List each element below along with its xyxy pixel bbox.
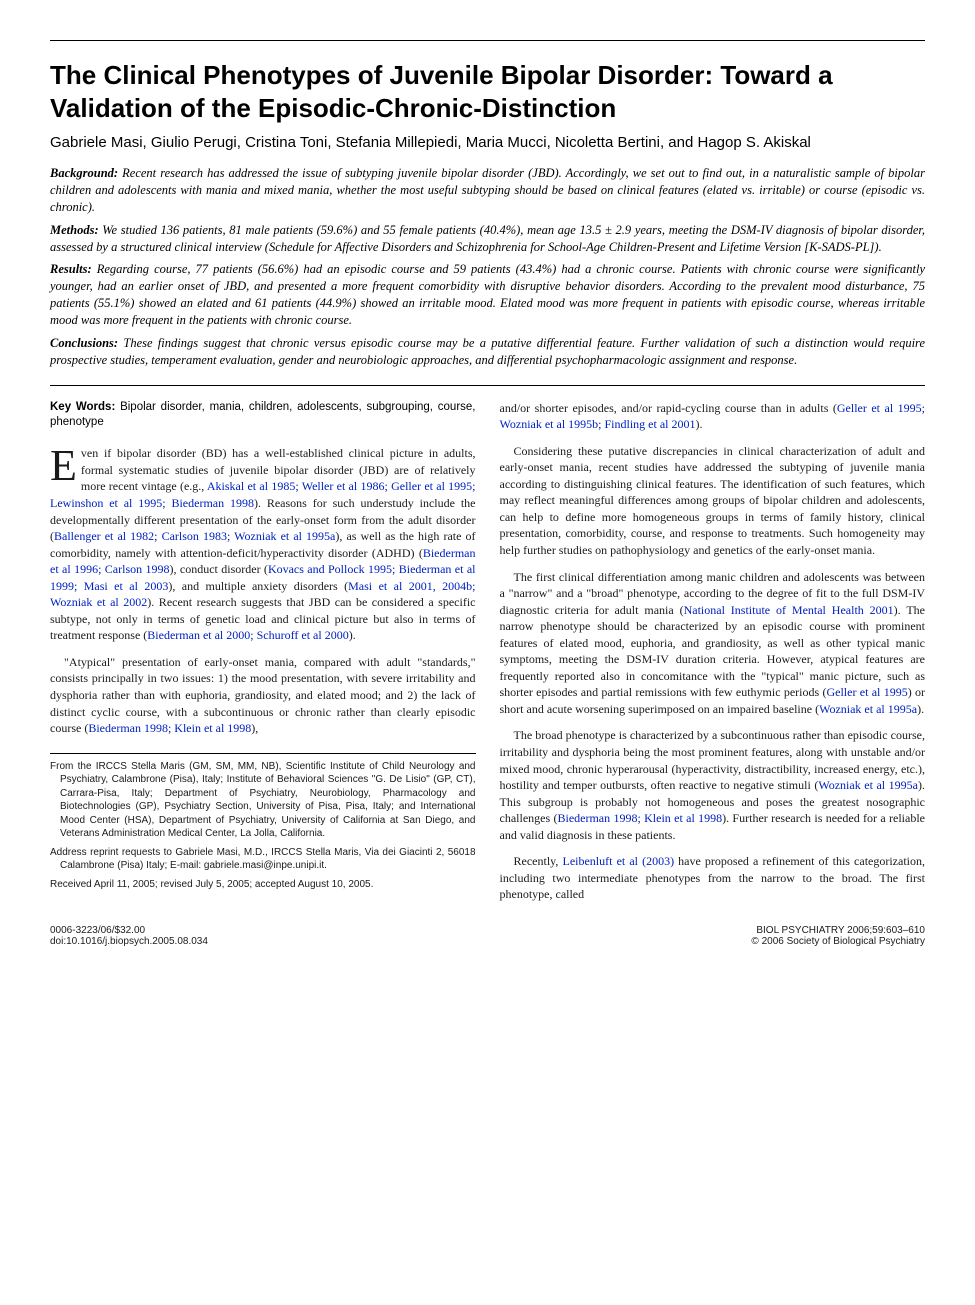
abstract-methods: Methods: We studied 136 patients, 81 mal… [50, 222, 925, 256]
page-footer: 0006-3223/06/$32.00 doi:10.1016/j.biopsy… [50, 925, 925, 947]
methods-label: Methods: [50, 223, 99, 237]
article-title: The Clinical Phenotypes of Juvenile Bipo… [50, 59, 925, 124]
p1-text-d: ), conduct disorder ( [170, 562, 268, 576]
p1-text-g: ). [349, 628, 356, 642]
col2-paragraph-2: Considering these putative discrepancies… [500, 443, 926, 559]
abstract-background: Background: Recent research has addresse… [50, 165, 925, 216]
right-column: and/or shorter episodes, and/or rapid-cy… [500, 400, 926, 913]
reprint-footnote: Address reprint requests to Gabriele Mas… [50, 846, 476, 873]
citation-link[interactable]: Biederman 1998; Klein et al 1998 [88, 721, 251, 735]
results-label: Results: [50, 262, 92, 276]
intro-paragraph-1: Even if bipolar disorder (BD) has a well… [50, 445, 476, 644]
footer-right: BIOL PSYCHIATRY 2006;59:603–610 © 2006 S… [751, 925, 925, 947]
intro-paragraph-2: "Atypical" presentation of early-onset m… [50, 654, 476, 737]
footer-left: 0006-3223/06/$32.00 doi:10.1016/j.biopsy… [50, 925, 208, 947]
col2-paragraph-1: and/or shorter episodes, and/or rapid-cy… [500, 400, 926, 433]
conclusions-label: Conclusions: [50, 336, 118, 350]
affiliation-footnote: From the IRCCS Stella Maris (GM, SM, MM,… [50, 760, 476, 841]
abstract-conclusions: Conclusions: These findings suggest that… [50, 335, 925, 369]
keywords-line: Key Words: Bipolar disorder, mania, chil… [50, 400, 476, 432]
background-text: Recent research has addressed the issue … [50, 166, 925, 214]
c2p5-text-a: Recently, [514, 854, 563, 868]
col2-paragraph-3: The first clinical differentiation among… [500, 569, 926, 718]
c2p3-text-d: ). [917, 702, 924, 716]
conclusions-text: These findings suggest that chronic vers… [50, 336, 925, 367]
two-column-body: Key Words: Bipolar disorder, mania, chil… [50, 400, 925, 913]
citation-link[interactable]: Biederman 1998; Klein et al 1998 [557, 811, 722, 825]
citation-link[interactable]: Geller et al 1995 [826, 685, 907, 699]
citation-link[interactable]: Leibenluft et al (2003) [562, 854, 674, 868]
doi: doi:10.1016/j.biopsych.2005.08.034 [50, 936, 208, 947]
c2p1-text-b: ). [696, 417, 703, 431]
results-text: Regarding course, 77 patients (56.6%) ha… [50, 262, 925, 327]
citation-link[interactable]: Wozniak et al 1995a [818, 778, 918, 792]
methods-text: We studied 136 patients, 81 male patient… [50, 223, 925, 254]
col2-paragraph-4: The broad phenotype is characterized by … [500, 727, 926, 843]
p1-text-e: ), and multiple anxiety disorders ( [168, 579, 348, 593]
col2-paragraph-5: Recently, Leibenluft et al (2003) have p… [500, 853, 926, 903]
c2p1-text-a: and/or shorter episodes, and/or rapid-cy… [500, 401, 837, 415]
citation-link[interactable]: National Institute of Mental Health 2001 [684, 603, 894, 617]
dropcap-letter: E [50, 445, 81, 484]
mid-horizontal-rule [50, 385, 925, 386]
abstract-results: Results: Regarding course, 77 patients (… [50, 261, 925, 329]
issn-price: 0006-3223/06/$32.00 [50, 925, 208, 936]
journal-citation: BIOL PSYCHIATRY 2006;59:603–610 [751, 925, 925, 936]
received-footnote: Received April 11, 2005; revised July 5,… [50, 878, 476, 892]
citation-link[interactable]: Ballenger et al 1982; Carlson 1983; Wozn… [54, 529, 335, 543]
top-horizontal-rule [50, 40, 925, 41]
keywords-label: Key Words: [50, 401, 115, 413]
copyright: © 2006 Society of Biological Psychiatry [751, 936, 925, 947]
background-label: Background: [50, 166, 118, 180]
authors-line: Gabriele Masi, Giulio Perugi, Cristina T… [50, 134, 925, 151]
citation-link[interactable]: Biederman et al 2000; Schuroff et al 200… [147, 628, 348, 642]
abstract-block: Background: Recent research has addresse… [50, 165, 925, 369]
p2-text-b: ), [251, 721, 258, 735]
left-column: Key Words: Bipolar disorder, mania, chil… [50, 400, 476, 913]
citation-link[interactable]: Wozniak et al 1995a [819, 702, 917, 716]
footnote-rule [50, 753, 476, 754]
